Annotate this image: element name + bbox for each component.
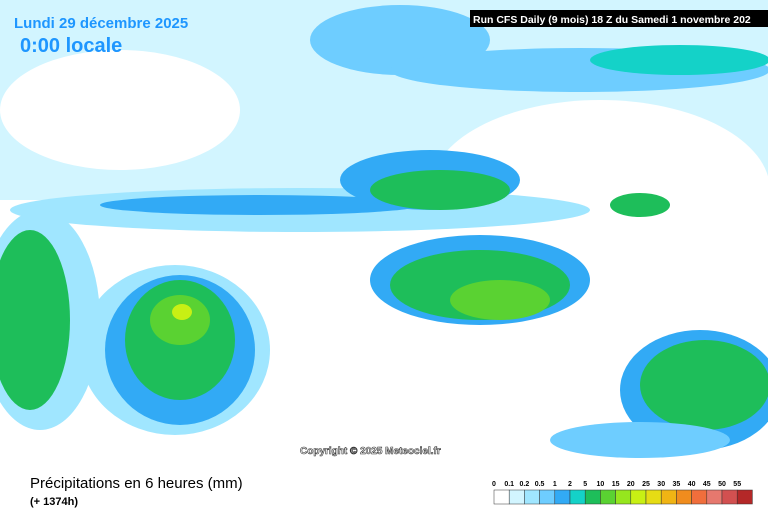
legend-swatch <box>660 489 677 505</box>
legend-swatch <box>645 489 662 505</box>
legend-label: 10 <box>597 481 605 488</box>
legend-swatch <box>539 489 556 505</box>
legend-swatch <box>554 489 571 505</box>
run-info: Run CFS Daily (9 mois) 18 Z du Samedi 1 … <box>473 14 751 26</box>
legend-swatch <box>721 489 738 505</box>
legend-label: 0.2 <box>520 481 530 488</box>
legend-swatch <box>691 489 708 505</box>
legend-label: 2 <box>568 481 572 488</box>
legend-label: 15 <box>612 481 620 488</box>
legend-label: 0.5 <box>535 481 545 488</box>
legend-swatch <box>524 489 540 505</box>
legend-swatch <box>736 489 753 505</box>
legend-swatch <box>630 489 647 505</box>
legend-swatch <box>600 489 616 505</box>
legend-swatch <box>584 489 601 505</box>
legend-label: 20 <box>627 481 635 488</box>
legend-label: 45 <box>703 481 711 488</box>
legend-label: 40 <box>688 481 696 488</box>
time: 0:00 locale <box>20 35 122 57</box>
legend-swatch <box>615 489 632 505</box>
legend-label: 0.1 <box>504 481 514 488</box>
legend-label: 5 <box>583 481 587 488</box>
legend-swatch <box>676 489 692 505</box>
legend-label: 1 <box>553 481 557 488</box>
legend-label: 0 <box>492 481 496 488</box>
legend-label: 50 <box>718 481 726 488</box>
legend-swatch <box>508 489 525 505</box>
legend: 0 0.1 0.2 0.5 1 2 5 10 15 20 25 30 35 40 45 50 55 <box>492 481 753 505</box>
run-box <box>470 10 768 27</box>
copyright: Copyright © 2025 Meteociel.fr <box>300 446 441 457</box>
footer-title: Précipitations en 6 heures (mm) <box>30 475 243 492</box>
legend-swatch <box>569 489 586 505</box>
legend-swatch <box>706 489 723 505</box>
legend-label: 55 <box>733 481 741 488</box>
legend-label: 35 <box>673 481 681 488</box>
legend-swatch <box>493 489 510 505</box>
legend-label: 25 <box>642 481 650 488</box>
date: Lundi 29 décembre 2025 <box>14 15 188 32</box>
legend-label: 30 <box>657 481 665 488</box>
precip-field <box>0 0 768 458</box>
footer-lead: (+ 1374h) <box>30 496 78 508</box>
